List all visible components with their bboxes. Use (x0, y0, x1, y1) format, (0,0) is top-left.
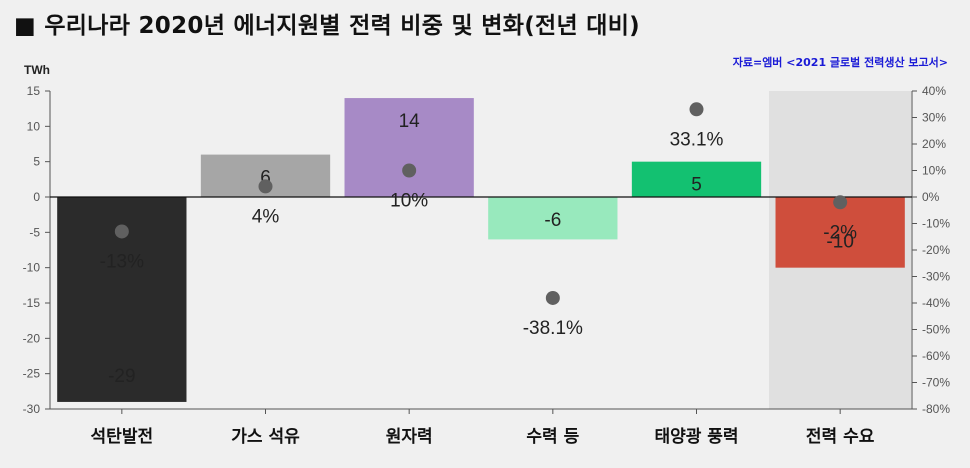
percent-label: -2% (823, 222, 857, 243)
bar-value-label: -10 (826, 232, 853, 253)
source-note: 자료=엠버 <2021 글로벌 전력생산 보고서> (732, 56, 948, 69)
chart-title: ■ 우리나라 2020년 에너지원별 전력 비중 및 변화(전년 대비) (14, 13, 640, 39)
y-axis-unit: TWh (24, 63, 50, 77)
y2-tick-label: -80% (922, 402, 950, 416)
percent-dot (258, 179, 273, 194)
y2-tick-label: 10% (922, 164, 946, 178)
category-label: 전력 수요 (806, 427, 875, 447)
y-tick-label: 10 (27, 119, 41, 133)
bar-value-label: 6 (260, 168, 271, 189)
bar (488, 197, 618, 240)
y2-tick-label: -20% (922, 243, 950, 257)
category-label: 수력 등 (526, 427, 579, 447)
y-tick-label: -30 (23, 402, 41, 416)
y2-tick-label: -10% (922, 217, 950, 231)
bar-value-label: -6 (544, 210, 561, 231)
category-label: 석탄발전 (91, 427, 154, 447)
percent-dot (402, 163, 417, 178)
percent-label: -13% (100, 251, 144, 272)
y2-tick-label: -60% (922, 349, 950, 363)
bar-value-label: -29 (108, 366, 135, 387)
y-tick-label: -15 (23, 296, 41, 310)
percent-label: 4% (252, 206, 280, 227)
y-tick-label: 15 (27, 84, 41, 98)
y2-tick-label: 20% (922, 137, 946, 151)
y2-tick-label: 0% (922, 190, 940, 204)
percent-dot (545, 290, 560, 305)
y2-tick-label: -40% (922, 296, 950, 310)
category-label: 원자력 (386, 427, 433, 447)
percent-label: 33.1% (670, 129, 724, 150)
y2-tick-label: -30% (922, 270, 950, 284)
y2-tick-label: 30% (922, 111, 946, 125)
category-label: 태양광 풍력 (654, 427, 738, 447)
bar (631, 161, 762, 197)
y-tick-label: -5 (29, 225, 40, 239)
percent-dot (689, 102, 704, 117)
category-label: 가스 석유 (231, 427, 300, 447)
y-tick-label: -25 (23, 367, 41, 381)
y-tick-label: 5 (33, 155, 40, 169)
percent-label: 10% (390, 191, 428, 212)
y2-tick-label: -50% (922, 323, 950, 337)
percent-dot (833, 195, 848, 210)
percent-label: -38.1% (523, 318, 583, 339)
y-tick-label: 0 (33, 190, 40, 204)
bar-value-label: 5 (691, 175, 702, 196)
y-tick-label: -10 (23, 261, 41, 275)
bar (344, 98, 474, 197)
y-tick-label: -20 (23, 331, 41, 345)
percent-dot (114, 224, 129, 239)
bar-value-label: 14 (399, 111, 421, 132)
y2-tick-label: 40% (922, 84, 946, 98)
y2-tick-label: -70% (922, 376, 950, 390)
